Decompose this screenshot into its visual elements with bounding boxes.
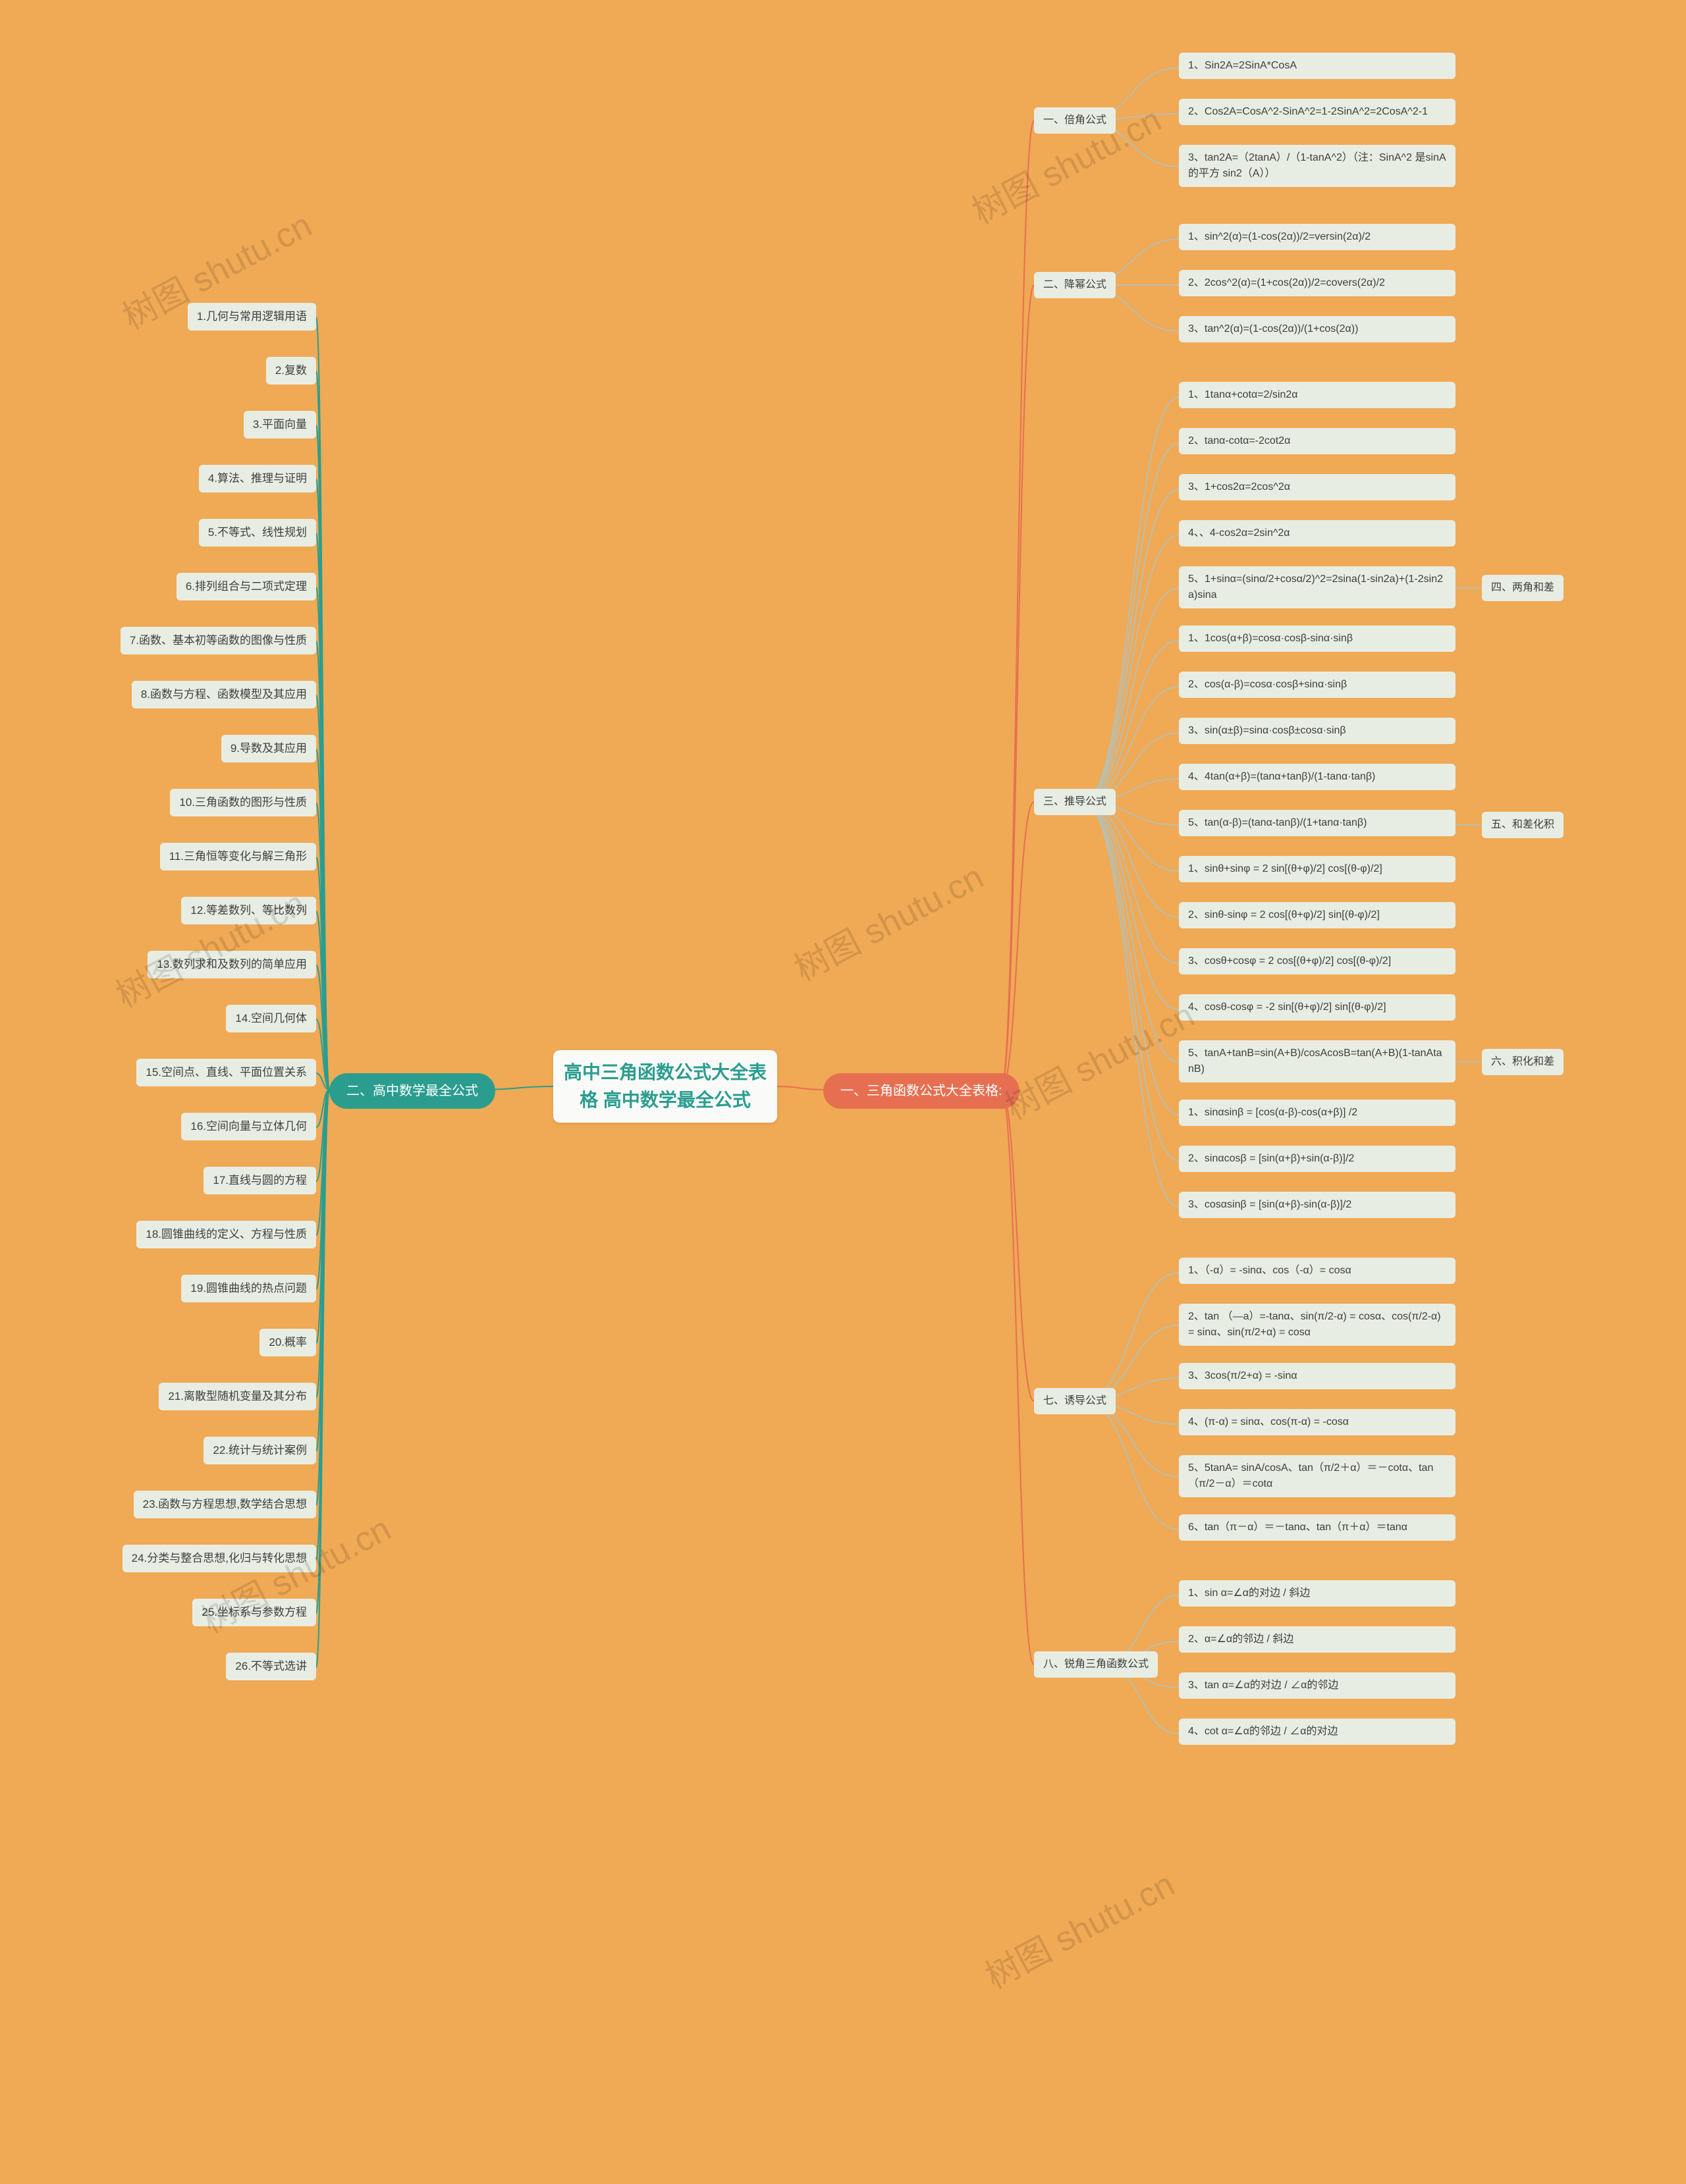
group-title[interactable]: 一、倍角公式	[1034, 107, 1116, 134]
formula-item[interactable]: 1、1tanα+cotα=2/sin2α	[1179, 382, 1455, 408]
formula-item[interactable]: 3、3cos(π/2+α) = -sinα	[1179, 1363, 1455, 1389]
left-item[interactable]: 15.空间点、直线、平面位置关系	[136, 1059, 316, 1086]
formula-item[interactable]: 3、1+cos2α=2cos^2α	[1179, 474, 1455, 500]
formula-item[interactable]: 1、（-α）= -sinα、cos（-α）= cosα	[1179, 1258, 1455, 1284]
formula-item[interactable]: 1、sinαsinβ = [cos(α-β)-cos(α+β)] /2	[1179, 1100, 1455, 1126]
left-item[interactable]: 8.函数与方程、函数模型及其应用	[132, 681, 316, 708]
formula-item[interactable]: 5、tan(α-β)=(tanα-tanβ)/(1+tanα·tanβ)	[1179, 810, 1455, 836]
formula-item[interactable]: 4、(π-α) = sinα、cos(π-α) = -cosα	[1179, 1409, 1455, 1435]
left-item[interactable]: 21.离散型随机变量及其分布	[159, 1383, 316, 1410]
formula-item[interactable]: 6、tan（π－α）＝－tanα、tan（π＋α）＝tanα	[1179, 1514, 1455, 1541]
left-item[interactable]: 24.分类与整合思想,化归与转化思想	[122, 1545, 316, 1572]
formula-item[interactable]: 5、tanA+tanB=sin(A+B)/cosAcosB=tan(A+B)(1…	[1179, 1040, 1455, 1082]
formula-item[interactable]: 2、tanα-cotα=-2cot2α	[1179, 428, 1455, 454]
left-item[interactable]: 25.坐标系与参数方程	[192, 1599, 316, 1626]
formula-item[interactable]: 2、2cos^2(α)=(1+cos(2α))/2=covers(2α)/2	[1179, 270, 1455, 296]
watermark: 树图 shutu.cn	[975, 1857, 1182, 1998]
formula-item[interactable]: 4、、4-cos2α=2sin^2α	[1179, 520, 1455, 546]
formula-item[interactable]: 5、5tanA= sinA/cosA、tan（π/2＋α）＝－cotα、tan（…	[1179, 1455, 1455, 1497]
formula-extra[interactable]: 四、两角和差	[1482, 575, 1564, 601]
watermark: 树图 shutu.cn	[784, 849, 991, 990]
formula-item[interactable]: 4、4tan(α+β)=(tanα+tanβ)/(1-tanα·tanβ)	[1179, 764, 1455, 790]
formula-extra[interactable]: 五、和差化积	[1482, 812, 1564, 838]
formula-item[interactable]: 3、tan α=∠α的对边 / ∠α的邻边	[1179, 1672, 1455, 1699]
left-item[interactable]: 19.圆锥曲线的热点问题	[181, 1275, 316, 1302]
main-branch-right[interactable]: 一、三角函数公式大全表格:	[823, 1073, 1020, 1109]
left-item[interactable]: 20.概率	[259, 1329, 316, 1356]
group-title[interactable]: 二、降幂公式	[1034, 272, 1116, 298]
formula-item[interactable]: 2、α=∠α的邻边 / 斜边	[1179, 1626, 1455, 1653]
formula-item[interactable]: 2、sinθ-sinφ = 2 cos[(θ+φ)/2] sin[(θ-φ)/2…	[1179, 902, 1455, 928]
left-item[interactable]: 2.复数	[266, 357, 316, 385]
left-item[interactable]: 6.排列组合与二项式定理	[177, 573, 316, 600]
left-item[interactable]: 7.函数、基本初等函数的图像与性质	[121, 627, 316, 654]
group-title[interactable]: 三、推导公式	[1034, 789, 1116, 815]
formula-item[interactable]: 1、Sin2A=2SinA*CosA	[1179, 53, 1455, 79]
formula-item[interactable]: 3、tan2A=（2tanA）/（1-tanA^2）（注：SinA^2 是sin…	[1179, 145, 1455, 187]
formula-item[interactable]: 1、sin^2(α)=(1-cos(2α))/2=versin(2α)/2	[1179, 224, 1455, 250]
left-item[interactable]: 4.算法、推理与证明	[199, 465, 316, 493]
formula-item[interactable]: 1、sinθ+sinφ = 2 sin[(θ+φ)/2] cos[(θ-φ)/2…	[1179, 856, 1455, 882]
formula-item[interactable]: 4、cosθ-cosφ = -2 sin[(θ+φ)/2] sin[(θ-φ)/…	[1179, 994, 1455, 1021]
formula-item[interactable]: 1、sin α=∠α的对边 / 斜边	[1179, 1580, 1455, 1607]
left-item[interactable]: 23.函数与方程思想,数学结合思想	[134, 1491, 316, 1518]
main-branch-left[interactable]: 二、高中数学最全公式	[329, 1073, 495, 1109]
watermark: 树图 shutu.cn	[995, 988, 1201, 1129]
left-item[interactable]: 12.等差数列、等比数列	[181, 897, 316, 924]
formula-item[interactable]: 2、cos(α-β)=cosα·cosβ+sinα·sinβ	[1179, 672, 1455, 698]
formula-item[interactable]: 3、sin(α±β)=sinα·cosβ±cosα·sinβ	[1179, 718, 1455, 744]
left-item[interactable]: 11.三角恒等变化与解三角形	[160, 843, 316, 870]
root-node: 高中三角函数公式大全表 格 高中数学最全公式	[553, 1050, 777, 1123]
formula-item[interactable]: 2、Cos2A=CosA^2-SinA^2=1-2SinA^2=2CosA^2-…	[1179, 99, 1455, 125]
formula-item[interactable]: 3、cosαsinβ = [sin(α+β)-sin(α-β)]/2	[1179, 1192, 1455, 1218]
formula-item[interactable]: 2、tan （—a）=-tanα、sin(π/2-α) = cosα、cos(π…	[1179, 1304, 1455, 1346]
formula-item[interactable]: 5、1+sinα=(sinα/2+cosα/2)^2=2sina(1-sin2a…	[1179, 566, 1455, 608]
left-item[interactable]: 18.圆锥曲线的定义、方程与性质	[136, 1221, 316, 1248]
formula-item[interactable]: 4、cot α=∠α的邻边 / ∠α的对边	[1179, 1718, 1455, 1745]
left-item[interactable]: 16.空间向量与立体几何	[181, 1113, 316, 1140]
left-item[interactable]: 14.空间几何体	[226, 1005, 316, 1032]
left-item[interactable]: 13.数列求和及数列的简单应用	[148, 951, 316, 978]
left-item[interactable]: 3.平面向量	[244, 411, 316, 439]
formula-item[interactable]: 1、1cos(α+β)=cosα·cosβ-sinα·sinβ	[1179, 626, 1455, 652]
left-item[interactable]: 1.几何与常用逻辑用语	[188, 303, 316, 331]
left-item[interactable]: 5.不等式、线性规划	[199, 519, 316, 546]
left-item[interactable]: 26.不等式选讲	[226, 1653, 316, 1680]
group-title[interactable]: 八、锐角三角函数公式	[1034, 1651, 1158, 1678]
formula-item[interactable]: 2、sinαcosβ = [sin(α+β)+sin(α-β)]/2	[1179, 1146, 1455, 1172]
formula-item[interactable]: 3、cosθ+cosφ = 2 cos[(θ+φ)/2] cos[(θ-φ)/2…	[1179, 948, 1455, 974]
formula-item[interactable]: 3、tan^2(α)=(1-cos(2α))/(1+cos(2α))	[1179, 316, 1455, 342]
left-item[interactable]: 10.三角函数的图形与性质	[170, 789, 316, 816]
formula-extra[interactable]: 六、积化和差	[1482, 1049, 1564, 1075]
group-title[interactable]: 七、诱导公式	[1034, 1388, 1116, 1414]
left-item[interactable]: 9.导数及其应用	[221, 735, 316, 762]
left-item[interactable]: 22.统计与统计案例	[204, 1437, 316, 1464]
left-item[interactable]: 17.直线与圆的方程	[204, 1167, 316, 1194]
